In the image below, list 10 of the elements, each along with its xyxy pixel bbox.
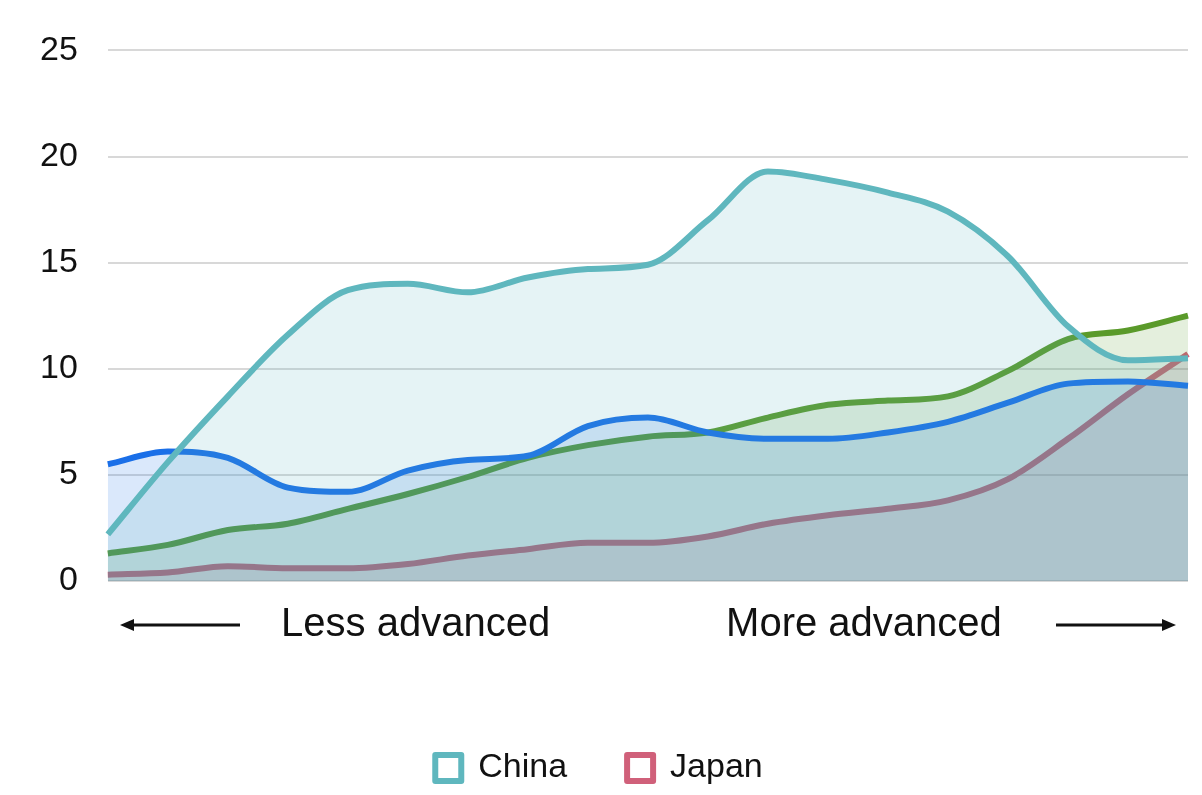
- y-tick-label: 15: [39, 241, 78, 280]
- y-tick-label: 5: [58, 453, 78, 492]
- y-tick-label: 0: [58, 559, 78, 598]
- y-tick-label: 10: [39, 347, 78, 386]
- text: Less advanced: [281, 600, 551, 645]
- legend-label: Japan: [670, 746, 763, 785]
- y-tick-label: 25: [39, 28, 78, 67]
- text: More advanced: [726, 600, 1002, 645]
- legend-label: China: [478, 746, 568, 785]
- y-tick-label: 20: [39, 134, 78, 173]
